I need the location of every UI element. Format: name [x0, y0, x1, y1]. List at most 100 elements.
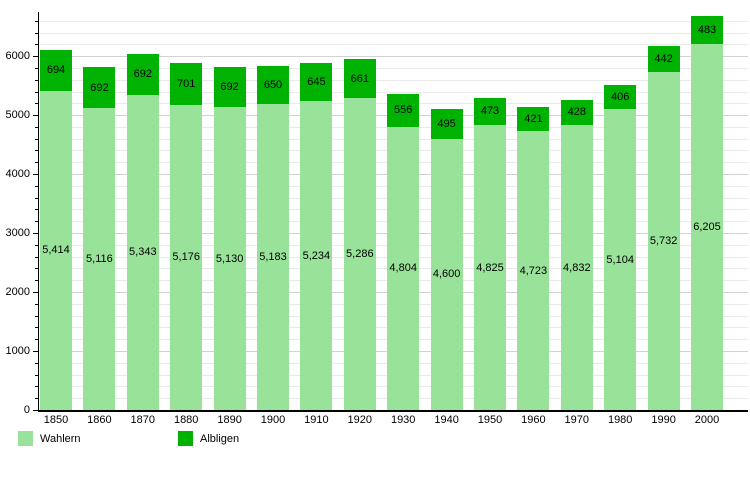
- bar-segment-wahlern-1930: [387, 126, 420, 410]
- bar-segment-albligen-1910: [300, 63, 333, 102]
- y-axis-tick: [35, 20, 38, 22]
- y-axis-line: [38, 12, 39, 411]
- bar-segment-albligen-1850: [40, 49, 72, 91]
- x-axis-label-1950: 1950: [477, 414, 503, 426]
- bar-value-label-albligen-1980: 406: [611, 90, 630, 103]
- bar-value-label-albligen-1990: 442: [654, 52, 673, 65]
- bar-value-label-wahlern-1860: 5,116: [86, 253, 113, 266]
- y-axis-tick: [35, 303, 38, 305]
- y-axis-tick: [33, 56, 38, 58]
- bar-segment-wahlern-1970: [560, 125, 593, 410]
- y-axis-tick: [35, 138, 38, 140]
- bar-segment-albligen-1870: [126, 54, 159, 95]
- gridline-minor: [40, 67, 748, 69]
- bar-value-label-albligen-1960: 421: [524, 113, 543, 125]
- y-axis-tick: [35, 386, 38, 388]
- bar-segment-wahlern-1920: [343, 98, 376, 410]
- x-axis-label-2000: 2000: [694, 414, 720, 426]
- gridline-major: [40, 56, 748, 58]
- x-axis-label-1930: 1930: [390, 414, 416, 426]
- gridline-minor: [40, 79, 748, 81]
- bar-value-label-albligen-1950: 473: [480, 105, 500, 118]
- bar-segment-albligen-1900: [257, 65, 289, 105]
- y-axis-tick-label: 3000: [5, 227, 30, 239]
- bar-value-label-albligen-1900: 650: [263, 79, 283, 92]
- bar-value-label-albligen-1910: 645: [307, 76, 326, 89]
- bar-segment-albligen-1960: [517, 106, 550, 132]
- bar-value-label-wahlern-1890: 5,130: [215, 252, 244, 265]
- bar-value-label-albligen-1920: 661: [350, 72, 369, 85]
- y-axis-tick: [35, 32, 38, 34]
- legend-swatch-wahlern: [18, 431, 33, 446]
- y-axis-tick: [35, 339, 38, 341]
- y-axis-tick: [35, 327, 38, 329]
- x-axis-label-1860: 1860: [87, 414, 112, 426]
- bar-value-label-albligen-1930: 556: [394, 104, 413, 117]
- y-axis-tick: [33, 351, 38, 352]
- y-axis-tick: [35, 126, 38, 128]
- bar-segment-albligen-1880: [170, 63, 203, 105]
- bar-segment-wahlern-1900: [257, 104, 289, 410]
- y-axis-tick: [35, 209, 38, 211]
- y-axis-tick: [35, 398, 38, 400]
- bar-value-label-albligen-1940: 495: [437, 118, 456, 130]
- bar-segment-wahlern-1980: [604, 108, 637, 410]
- bar-segment-wahlern-1940: [430, 138, 463, 410]
- y-axis-tick: [33, 233, 38, 234]
- y-axis-tick: [35, 268, 38, 270]
- bar-value-label-albligen-1890: 692: [220, 81, 239, 93]
- bar-segment-wahlern-1910: [300, 101, 333, 410]
- legend-label-albligen: Albligen: [200, 433, 240, 445]
- plot-area: 5,414 694 5,116 692 5,343 692 5,176 701 5,130 692…: [40, 13, 748, 410]
- y-axis-tick: [33, 292, 38, 293]
- bar-segment-wahlern-1950: [474, 125, 506, 410]
- y-axis-tick: [35, 67, 38, 69]
- bar-segment-wahlern-1860: [83, 108, 116, 410]
- bar-segment-wahlern-1880: [170, 104, 203, 410]
- x-axis-label-1980: 1980: [607, 414, 633, 426]
- y-axis-tick: [35, 91, 38, 93]
- legend-label-wahlern: Wahlern: [40, 433, 81, 445]
- y-axis-tick: [33, 410, 38, 411]
- y-axis-tick: [35, 44, 38, 46]
- bar-segment-wahlern-2000: [691, 44, 723, 410]
- x-axis-label-1990: 1990: [651, 414, 676, 426]
- y-axis-tick: [35, 362, 38, 364]
- bar-segment-albligen-1940: [430, 109, 463, 139]
- y-axis-tick-label: 6000: [5, 50, 30, 63]
- bar-value-label-albligen-1970: 428: [567, 106, 586, 119]
- y-axis-tick-label: 0: [23, 404, 30, 416]
- bar-value-label-wahlern-2000: 6,205: [693, 221, 721, 233]
- bar-value-label-wahlern-1980: 5,104: [606, 253, 634, 266]
- y-axis-tick-label: 2000: [5, 286, 30, 298]
- bar-segment-wahlern-1850: [40, 90, 72, 410]
- x-axis-label-1880: 1880: [173, 414, 199, 426]
- y-axis-tick: [35, 150, 38, 152]
- x-axis-label-1870: 1870: [130, 414, 156, 426]
- bar-segment-albligen-1930: [387, 93, 420, 127]
- bar-segment-albligen-1970: [560, 99, 593, 125]
- y-axis-tick: [35, 79, 38, 81]
- x-axis-label-1910: 1910: [304, 414, 329, 426]
- y-axis-tick: [35, 185, 38, 187]
- bar-value-label-albligen-2000: 483: [697, 23, 717, 36]
- x-axis-label-1900: 1900: [260, 414, 286, 426]
- bar-value-label-wahlern-1850: 5,414: [42, 244, 70, 257]
- x-axis-label-1850: 1850: [43, 414, 69, 426]
- bar-value-label-wahlern-1900: 5,183: [259, 251, 287, 264]
- bar-segment-albligen-1950: [474, 97, 506, 126]
- bar-segment-albligen-1920: [343, 59, 376, 99]
- y-axis-tick-label: 5000: [5, 109, 30, 122]
- bar-value-label-wahlern-1920: 5,286: [346, 248, 374, 261]
- bar-value-label-wahlern-1990: 5,732: [649, 234, 678, 247]
- x-axis-label-1940: 1940: [434, 414, 459, 426]
- bar-value-label-wahlern-1950: 4,825: [476, 261, 504, 274]
- y-axis-tick-label: 1000: [5, 345, 30, 357]
- bar-value-label-wahlern-1970: 4,832: [563, 261, 591, 274]
- bar-value-label-wahlern-1910: 5,234: [302, 249, 331, 262]
- x-axis-label-1890: 1890: [217, 414, 242, 426]
- x-axis-label-1960: 1960: [521, 414, 546, 426]
- bar-segment-albligen-2000: [691, 15, 723, 44]
- y-axis-tick-label: 4000: [5, 168, 30, 180]
